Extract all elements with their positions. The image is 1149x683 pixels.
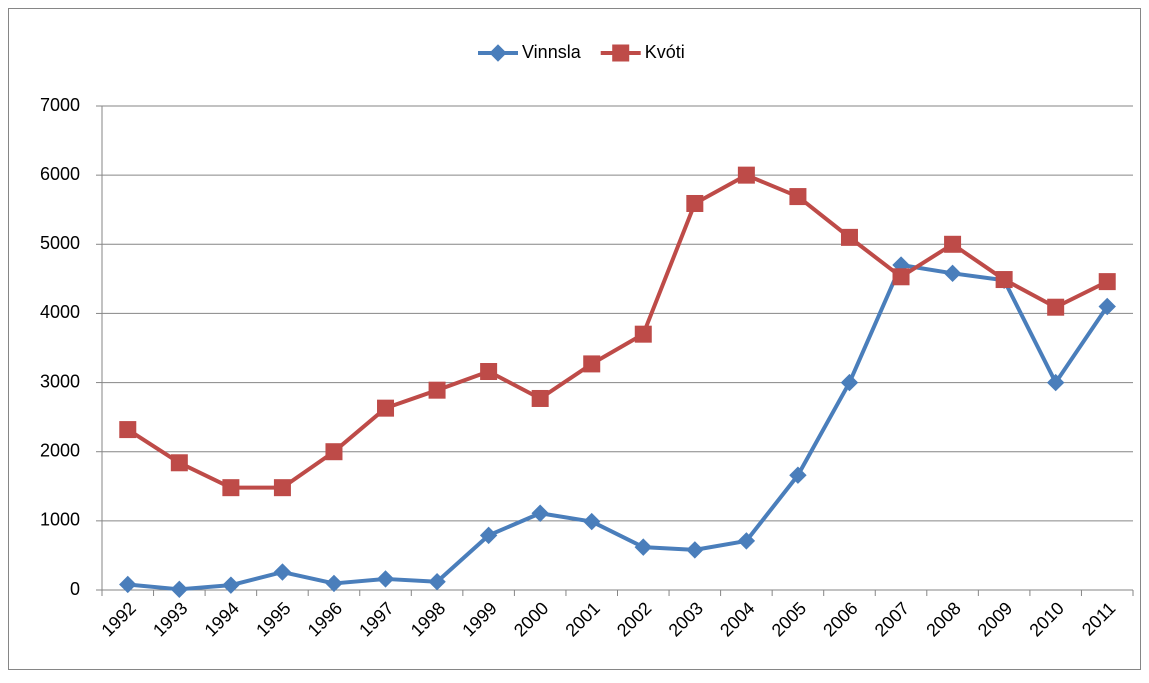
data-point: [1047, 298, 1065, 316]
y-tick-label: 4000: [40, 302, 80, 322]
data-point: [119, 421, 137, 439]
data-point: [376, 570, 395, 588]
data-point: [634, 325, 652, 343]
data-point: [737, 166, 755, 184]
chart-border: [8, 8, 1141, 670]
y-tick-label: 5000: [40, 233, 80, 253]
x-tick-label: 2009: [974, 598, 1016, 640]
data-point: [944, 235, 962, 253]
x-tick-label: 1997: [355, 598, 397, 640]
data-point: [479, 526, 498, 545]
data-point: [995, 271, 1013, 289]
data-point: [737, 532, 756, 550]
data-point: [840, 373, 859, 392]
x-tick-label: 2005: [768, 598, 810, 640]
x-tick-label: 2011: [1078, 598, 1120, 640]
data-point: [1046, 373, 1065, 392]
data-point: [892, 268, 910, 286]
x-tick-label: 1998: [407, 598, 449, 640]
data-point: [789, 188, 807, 206]
x-tick-label: 2007: [871, 598, 913, 640]
y-tick-label: 6000: [40, 164, 80, 184]
data-point: [583, 512, 601, 531]
data-point: [170, 454, 188, 472]
x-tick-label: 1993: [149, 598, 191, 640]
x-tick-label: 2003: [665, 598, 707, 640]
x-tick-label: 1992: [98, 598, 140, 640]
data-point: [634, 538, 652, 556]
x-tick-label: 2006: [819, 598, 861, 640]
legend-label: Vinnsla: [522, 42, 582, 62]
data-point: [428, 572, 446, 591]
data-point: [222, 479, 240, 497]
y-tick-label: 3000: [40, 371, 80, 391]
x-tick-label: 1999: [458, 598, 500, 640]
x-tick-label: 1995: [252, 598, 294, 640]
data-point: [686, 541, 704, 559]
data-point: [1098, 273, 1116, 291]
data-point: [170, 580, 189, 599]
data-point: [273, 563, 292, 581]
data-point: [531, 504, 549, 522]
y-tick-label: 7000: [40, 95, 80, 115]
x-tick-label: 2004: [716, 598, 758, 640]
data-point: [686, 194, 704, 212]
data-point: [1098, 297, 1116, 316]
legend-marker: [612, 44, 630, 62]
x-tick-label: 2010: [1025, 598, 1067, 640]
x-tick-label: 2002: [613, 598, 655, 640]
data-point: [428, 381, 446, 399]
data-point: [119, 575, 137, 594]
y-tick-label: 0: [70, 579, 80, 599]
data-point: [583, 355, 601, 373]
x-tick-label: 1996: [304, 598, 346, 640]
x-tick-label: 2008: [922, 598, 964, 640]
series-line: [127, 263, 1109, 592]
legend-label: Kvóti: [645, 42, 685, 62]
x-tick-label: 2001: [561, 598, 603, 640]
data-point: [273, 479, 291, 497]
x-tick-label: 2000: [510, 598, 552, 640]
data-point: [222, 576, 240, 594]
data-point: [377, 399, 395, 417]
legend-marker: [489, 44, 507, 62]
series-line: [126, 173, 1109, 490]
data-point: [531, 389, 549, 407]
data-point: [480, 363, 498, 381]
x-tick-label: 1994: [201, 598, 243, 640]
data-point: [943, 264, 962, 283]
y-tick-label: 2000: [40, 440, 80, 460]
data-point: [325, 443, 343, 461]
data-point: [789, 466, 807, 484]
data-point: [325, 574, 343, 593]
data-point: [840, 228, 858, 246]
y-tick-label: 1000: [40, 510, 80, 530]
